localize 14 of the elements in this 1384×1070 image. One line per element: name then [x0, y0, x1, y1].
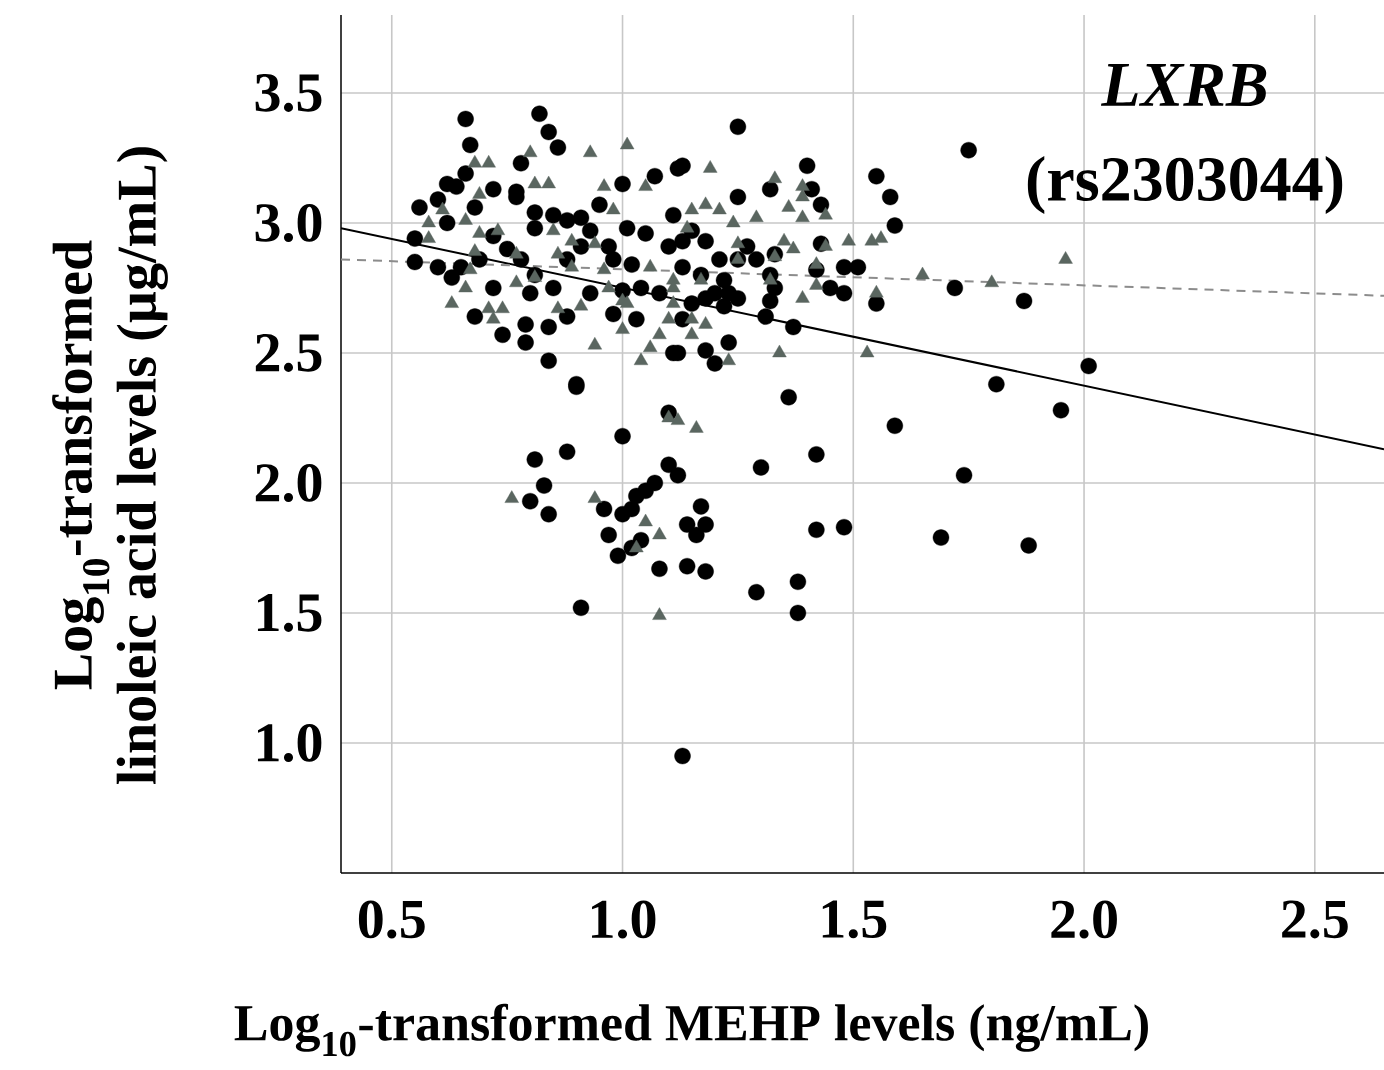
annotation: (rs2303044) — [1027, 155, 1343, 214]
x-tick-label: 2.0 — [1051, 900, 1117, 939]
x-tick-label: 1.0 — [592, 900, 656, 939]
y-tick-label: 2.0 — [255, 463, 322, 503]
y-tick-label: 2.5 — [255, 334, 322, 372]
x-tick-label: 2.5 — [1282, 900, 1348, 939]
x-tick-label: 1.5 — [822, 900, 887, 939]
y-tick-label: 1.0 — [257, 723, 322, 763]
y-tick-label: 3.5 — [255, 74, 322, 112]
annotation: LXRB — [1100, 63, 1267, 107]
y-tick-label: 1.5 — [257, 594, 322, 632]
x-axis-title: Log$_{10}$-transformed MEHP levels (ng/mL) — [234, 1003, 1148, 1057]
y-tick-label: 3.0 — [255, 203, 322, 243]
x-tick-label: 0.5 — [358, 900, 425, 939]
